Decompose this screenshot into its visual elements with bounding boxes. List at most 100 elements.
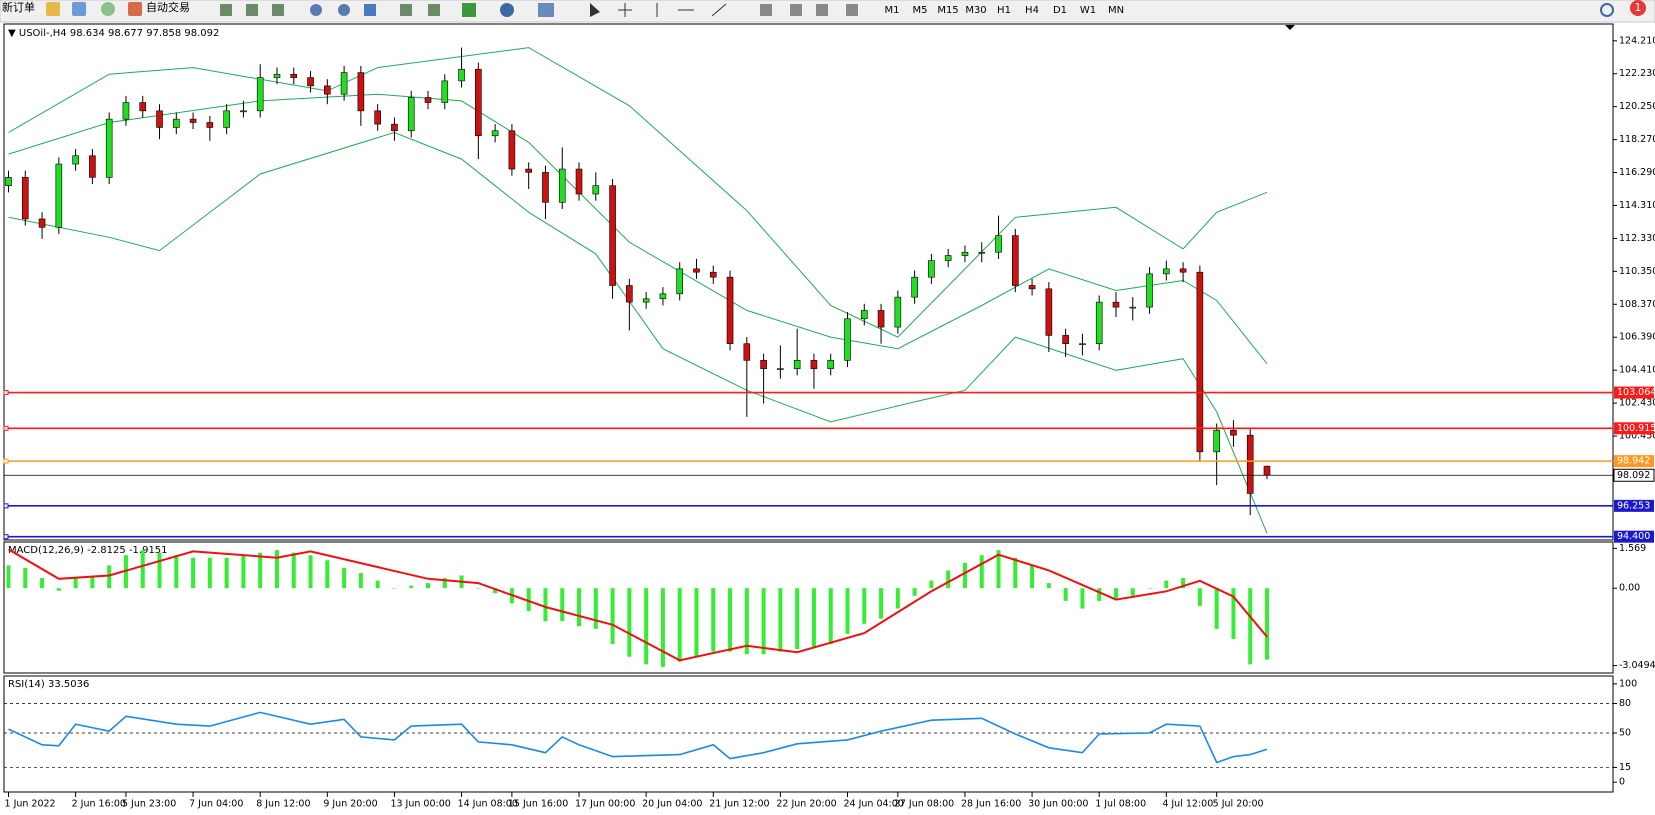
macd-bar <box>191 557 196 589</box>
search-icon[interactable] <box>1600 3 1614 17</box>
macd-bar <box>912 588 917 596</box>
candle-body <box>122 102 130 120</box>
macd-bar <box>23 567 28 589</box>
macd-bar <box>375 580 380 589</box>
candle-body <box>525 168 532 173</box>
macd-bar <box>929 580 934 589</box>
icon[interactable] <box>618 3 632 17</box>
level-handle <box>3 458 9 464</box>
candle-body <box>558 168 566 203</box>
icon[interactable] <box>500 3 514 17</box>
x-tick-label: 15 Jun 16:00 <box>508 799 568 810</box>
candle-body <box>676 268 684 295</box>
timeframe-button[interactable]: H1 <box>997 5 1011 16</box>
level-handle <box>3 503 9 509</box>
macd-bar <box>660 588 665 667</box>
level-label-box <box>1614 422 1654 435</box>
macd-bar <box>946 570 951 589</box>
macd-bar <box>258 552 263 589</box>
icon[interactable] <box>846 4 858 16</box>
x-tick-label: 22 Jun 20:00 <box>776 799 836 810</box>
macd-bar <box>1080 588 1085 609</box>
icon[interactable] <box>656 3 727 17</box>
timeframe-button[interactable]: M30 <box>965 5 986 16</box>
macd-bar <box>862 588 867 624</box>
icon[interactable] <box>462 3 476 17</box>
icon[interactable] <box>220 4 232 16</box>
macd-bar <box>6 565 11 589</box>
icon[interactable] <box>400 4 412 16</box>
timeframe-button[interactable]: H4 <box>1025 5 1039 16</box>
timeframe-button[interactable]: M5 <box>913 5 928 16</box>
macd-bar <box>493 588 498 594</box>
candle-body <box>877 310 885 328</box>
icon[interactable] <box>538 3 554 17</box>
y-tick-label: 114.310 <box>1619 200 1655 211</box>
icon[interactable] <box>364 4 376 16</box>
icon[interactable] <box>338 4 350 16</box>
icon[interactable] <box>72 2 86 16</box>
candle-body <box>491 130 499 137</box>
icon[interactable] <box>246 4 258 16</box>
icon[interactable] <box>790 4 802 16</box>
candle-body <box>1112 301 1120 308</box>
auto-trade-button[interactable]: 自动交易 <box>146 0 190 14</box>
candle-body <box>475 68 482 137</box>
icon[interactable] <box>128 2 142 16</box>
x-tick-label: 17 Jun 00:00 <box>575 799 635 810</box>
macd-bar <box>1181 578 1186 589</box>
candle-body <box>89 155 96 178</box>
macd-bar <box>358 572 363 589</box>
candle-body <box>139 102 147 112</box>
macd-bar <box>1248 588 1253 665</box>
timeframe-button[interactable]: D1 <box>1053 5 1067 16</box>
rsi-title: RSI(14) <box>8 679 45 690</box>
macd-bar <box>1130 588 1135 596</box>
candle-body <box>156 110 163 128</box>
x-tick-label: 1 Jun 2022 <box>5 799 56 810</box>
macd-bar <box>761 588 766 655</box>
icon[interactable] <box>310 4 322 16</box>
candle-body <box>709 271 717 278</box>
x-tick-label: 4 Jul 12:00 <box>1162 799 1213 810</box>
candle-body <box>1146 273 1153 308</box>
candle-body <box>1179 268 1187 273</box>
level-label: 94.400 <box>1617 531 1650 542</box>
timeframe-button[interactable]: W1 <box>1080 5 1096 16</box>
icon[interactable] <box>428 4 440 16</box>
candle-body <box>290 73 298 78</box>
icon[interactable] <box>101 2 115 16</box>
icon[interactable] <box>272 4 284 16</box>
macd-bar <box>593 588 598 629</box>
candle-body <box>995 235 1002 253</box>
macd-signal-line <box>7 548 1268 662</box>
candle-body <box>1213 429 1220 453</box>
candle-body <box>189 118 197 123</box>
rsi-plot-frame <box>3 675 1614 793</box>
icon[interactable] <box>760 4 772 16</box>
macd-bar <box>426 583 430 589</box>
candle-body <box>693 268 700 273</box>
macd-bar <box>140 550 145 589</box>
icon[interactable] <box>46 2 60 16</box>
y-tick-label: 108.370 <box>1619 299 1655 310</box>
timeframe-button[interactable]: M15 <box>937 5 958 16</box>
y-tick-label: 15 <box>1619 762 1631 773</box>
icon[interactable] <box>590 3 600 17</box>
notification-badge[interactable] <box>1630 0 1646 16</box>
macd-bar <box>711 588 716 652</box>
timeframe-button[interactable]: MN <box>1108 5 1124 16</box>
price-header: ▼ USOil-,H4 98.634 98.677 97.858 98.092 <box>8 28 219 39</box>
timeframe-button[interactable]: M1 <box>885 5 900 16</box>
candle-body <box>407 97 415 132</box>
icon[interactable] <box>816 4 828 16</box>
candle-body <box>424 97 432 103</box>
x-tick-label: 5 Jul 20:00 <box>1213 799 1264 810</box>
new-order-button[interactable]: 新订单 <box>2 0 35 14</box>
candle-body <box>240 110 247 113</box>
y-tick-label: 116.290 <box>1619 167 1655 178</box>
candle-body <box>944 255 952 261</box>
